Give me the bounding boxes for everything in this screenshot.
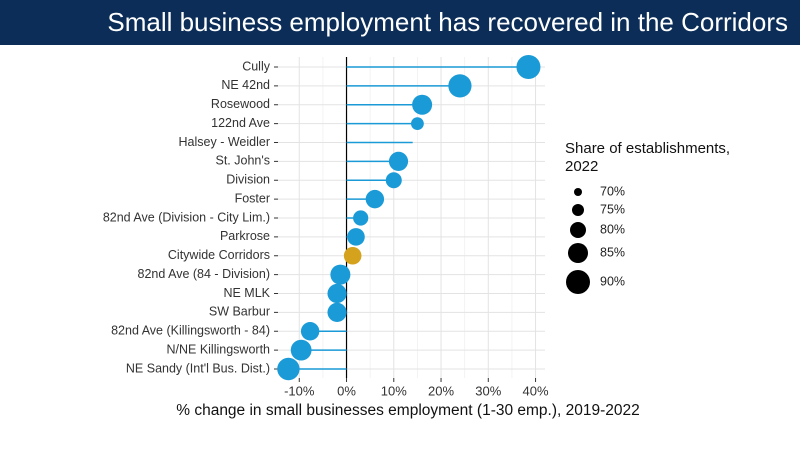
x-tick-label: 20% <box>428 383 454 398</box>
legend-dot <box>574 188 582 196</box>
legend-label: 70% <box>600 184 625 198</box>
dot <box>347 228 365 246</box>
dot <box>385 172 402 189</box>
y-tick-label: Halsey - Weidler <box>179 135 270 149</box>
dot <box>343 246 362 265</box>
dot <box>300 322 320 341</box>
dot <box>327 283 347 304</box>
y-tick-label: 82nd Ave (Killingsworth - 84) <box>111 324 270 338</box>
y-tick-label: Citywide Corridors <box>168 248 270 262</box>
dot <box>365 189 385 209</box>
y-tick-label: NE Sandy (Int'l Bus. Dist.) <box>126 361 270 375</box>
y-tick-label: Cully <box>242 59 271 73</box>
dot <box>448 74 472 98</box>
dot <box>412 94 433 115</box>
legend-label: 75% <box>600 202 625 216</box>
y-tick-label: 82nd Ave (84 - Division) <box>138 267 270 281</box>
x-tick-label: 10% <box>381 383 407 398</box>
dot <box>330 264 351 285</box>
legend-dot <box>568 243 588 263</box>
y-tick-label: 122nd Ave <box>211 116 270 130</box>
legend-label: 80% <box>600 222 625 236</box>
x-tick-label: 30% <box>475 383 501 398</box>
legend-label: 90% <box>600 274 625 288</box>
y-tick-label: St. John's <box>216 154 271 168</box>
x-tick-label: 0% <box>337 383 356 398</box>
title-bar <box>0 0 800 45</box>
y-tick-label: SW Barbur <box>209 305 270 319</box>
y-tick-label: 82nd Ave (Division - City Lim.) <box>103 210 270 224</box>
y-tick-label: NE MLK <box>223 286 270 300</box>
y-tick-label: N/NE Killingsworth <box>166 342 270 356</box>
y-tick-label: Parkrose <box>220 229 270 243</box>
legend-title: Share of establishments, <box>565 140 730 157</box>
dot <box>277 357 300 381</box>
y-tick-label: NE 42nd <box>221 78 270 92</box>
legend-label: 85% <box>600 245 625 259</box>
dot <box>388 151 409 171</box>
x-axis-label: % change in small businesses employment … <box>176 402 640 419</box>
legend-dot <box>572 204 584 216</box>
y-tick-label: Rosewood <box>211 97 270 111</box>
dot <box>516 55 541 79</box>
dot <box>353 210 369 226</box>
dot <box>327 302 347 322</box>
legend-dot <box>570 222 586 238</box>
y-tick-label: Foster <box>235 191 270 205</box>
x-tick-label: 40% <box>523 383 549 398</box>
legend-title: 2022 <box>565 158 598 175</box>
legend-dot <box>566 270 590 294</box>
x-tick-label: -10% <box>284 383 315 398</box>
y-tick-label: Division <box>226 173 270 187</box>
dot <box>290 339 312 361</box>
dot <box>411 117 424 131</box>
chart-title: Small business employment has recovered … <box>107 7 788 37</box>
